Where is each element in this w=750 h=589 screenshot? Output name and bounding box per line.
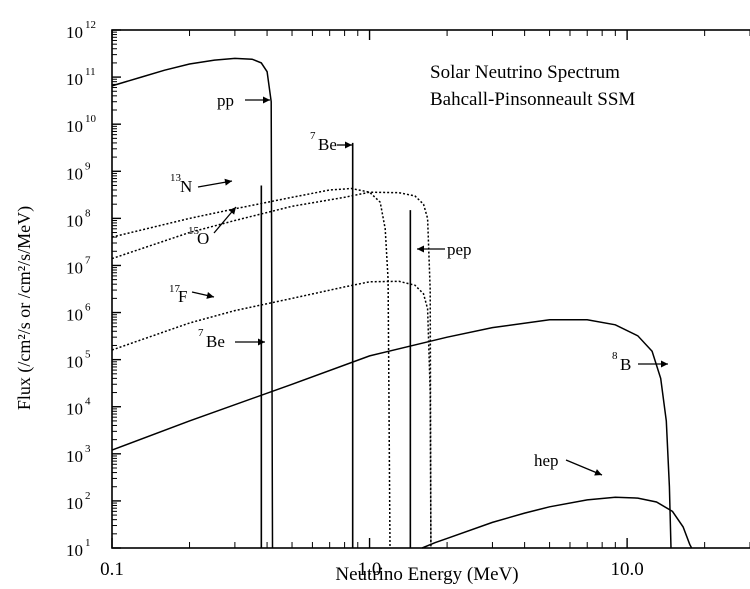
y-tick-label: 10 [66, 353, 83, 372]
y-tick-label: 10 [66, 400, 83, 419]
annotation-f17-arrowhead [206, 292, 214, 299]
annotation-be7-high-arrowhead [345, 141, 352, 149]
y-tick-exponent: 10 [85, 113, 97, 125]
annotation-f17-label: F [178, 287, 187, 306]
annotation-o15-label: O [197, 229, 209, 248]
annotation-hep-label: hep [534, 451, 559, 470]
y-tick-label: 10 [66, 211, 83, 230]
x-tick-label: 10.0 [610, 559, 643, 580]
y-tick-label: 10 [66, 447, 83, 466]
series-o15-curve [111, 191, 432, 549]
y-tick-exponent: 7 [85, 254, 91, 266]
y-tick-exponent: 5 [85, 349, 91, 361]
annotation-pp-label: pp [217, 91, 234, 110]
y-axis-label: Flux (/cm²/s or /cm²/s/MeV) [14, 206, 35, 410]
annotation-o15-arrowhead [228, 207, 236, 215]
annotation-be7-low-label: Be [206, 332, 225, 351]
y-tick-label: 10 [66, 494, 83, 513]
chart-title: Solar Neutrino Spectrum [430, 62, 620, 83]
series-layer [111, 57, 693, 549]
annotation-n13-label: N [180, 177, 192, 196]
annotation-pep-arrowhead [417, 245, 424, 253]
series-f17-curve [111, 280, 432, 549]
y-tick-exponent: 4 [85, 396, 91, 408]
y-tick-exponent: 9 [85, 160, 91, 172]
annotation-pep-label: pep [447, 240, 472, 259]
y-tick-exponent: 8 [85, 207, 91, 219]
annotation-be7-high-label: Be [318, 135, 337, 154]
y-tick-label: 10 [66, 541, 83, 560]
plot-frame [111, 29, 750, 549]
annotation-f17-superscript: 17 [169, 283, 181, 295]
series-hep-curve [421, 496, 693, 549]
y-tick-label: 10 [66, 70, 83, 89]
y-tick-exponent: 6 [85, 302, 91, 314]
annotation-be7-high-superscript: 7 [310, 130, 316, 142]
line-sources-layer [260, 142, 412, 548]
y-tick-exponent: 3 [85, 443, 91, 455]
annotation-b8-label: B [620, 355, 631, 374]
chart-subtitle: Bahcall-Pinsonneault SSM [430, 89, 635, 110]
y-tick-exponent: 2 [85, 490, 91, 502]
y-tick-exponent: 12 [85, 19, 96, 31]
annotation-be7-low-superscript: 7 [198, 327, 204, 339]
y-tick-label: 10 [66, 23, 83, 42]
x-tick-label: 1.0 [358, 559, 382, 580]
annotation-n13-superscript: 13 [170, 172, 182, 184]
series-n13-curve [111, 187, 391, 549]
y-tick-label: 10 [66, 164, 83, 183]
series-pp-curve [111, 57, 274, 549]
x-axis-label: Neutrino Energy (MeV) [335, 564, 518, 585]
y-tick-label: 10 [66, 306, 83, 325]
annotation-b8-superscript: 8 [612, 350, 618, 362]
x-tick-label: 0.1 [100, 559, 124, 580]
series-b8-curve [111, 319, 672, 549]
annotation-o15-superscript: 15 [188, 225, 200, 237]
annotation-hep-arrowhead [594, 469, 602, 476]
y-tick-exponent: 1 [85, 537, 91, 549]
y-tick-label: 10 [66, 117, 83, 136]
annotation-b8-arrowhead [661, 360, 668, 368]
annotation-pp-arrowhead [263, 96, 270, 104]
annotation-n13-arrowhead [224, 178, 232, 186]
annotation-be7-low-arrowhead [258, 338, 265, 346]
y-tick-label: 10 [66, 258, 83, 277]
y-tick-exponent: 11 [85, 66, 96, 78]
